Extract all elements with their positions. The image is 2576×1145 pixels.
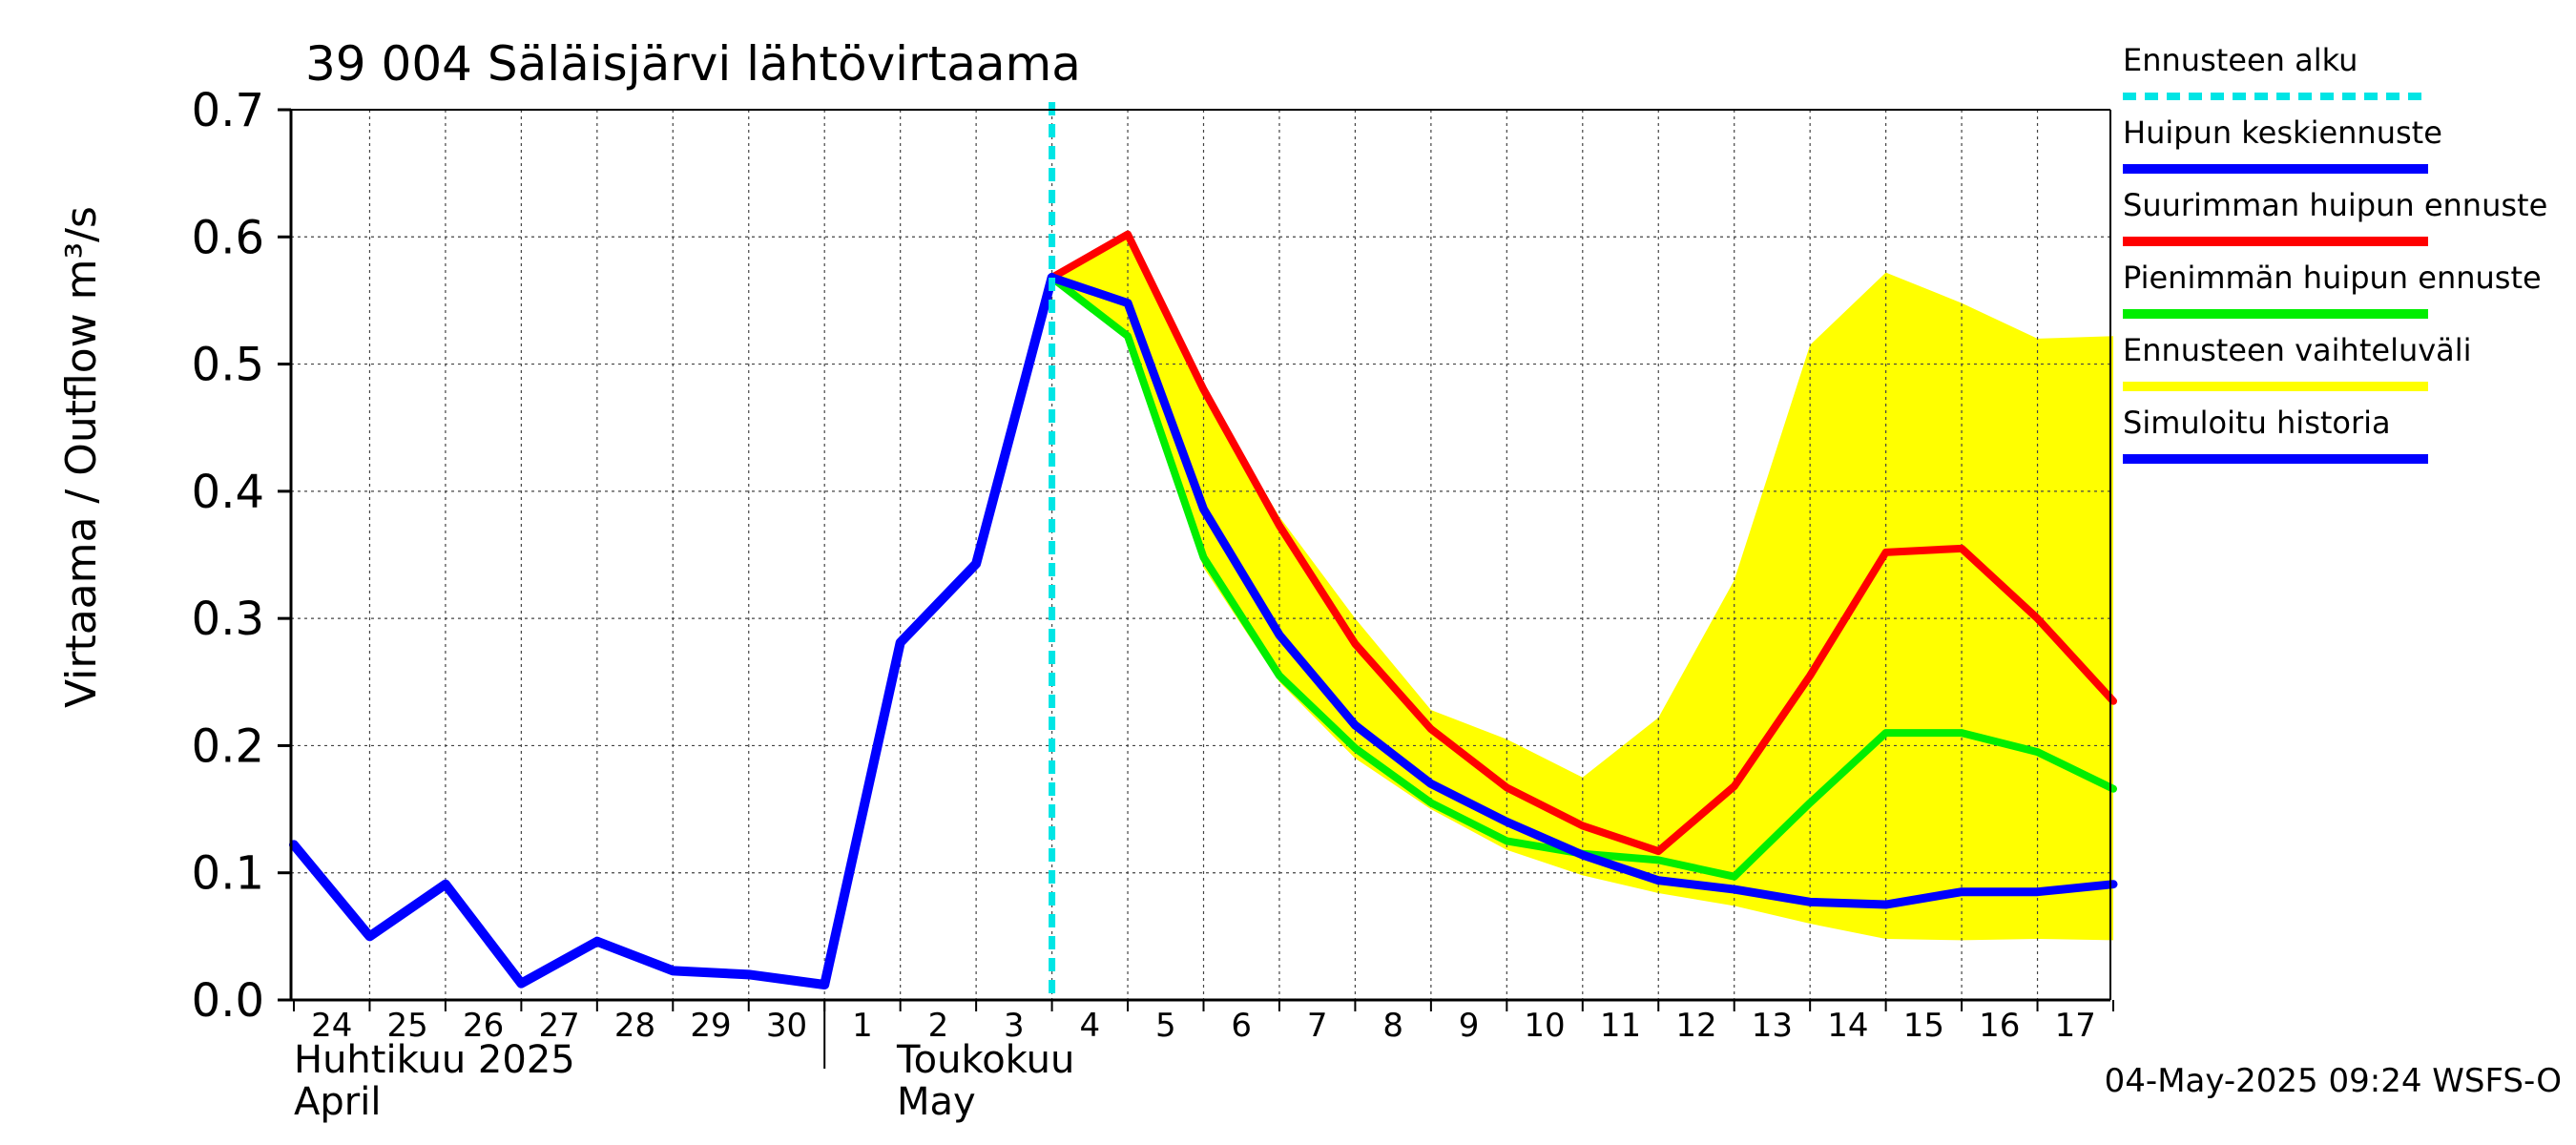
series-lines-layer bbox=[289, 102, 2118, 1000]
timestamp: 04-May-2025 09:24 WSFS-O bbox=[2105, 1062, 2562, 1100]
series-line-max-peak-forecast bbox=[1048, 230, 2117, 856]
x-tick-label: 16 bbox=[1979, 1007, 2020, 1045]
legend-label: Huipun keskiennuste bbox=[2123, 114, 2442, 151]
y-tick-label: 0.0 bbox=[192, 974, 264, 1028]
chart-title: 39 004 Säläisjärvi lähtövirtaama bbox=[305, 36, 1081, 92]
x-tick-label: 12 bbox=[1675, 1007, 1716, 1045]
forecast-range-band bbox=[1051, 234, 2113, 941]
month-label-may-fi: Toukokuu bbox=[896, 1038, 1074, 1082]
y-tick-label: 0.5 bbox=[192, 339, 264, 392]
y-tick-label: 0.4 bbox=[192, 466, 264, 519]
forecast-range-band-layer bbox=[1051, 234, 2113, 941]
x-tick-label: 7 bbox=[1307, 1007, 1328, 1045]
legend-label: Ennusteen alku bbox=[2123, 42, 2358, 78]
x-tick-label: 28 bbox=[614, 1007, 655, 1045]
x-tick-label: 6 bbox=[1231, 1007, 1252, 1045]
legend-label: Pienimmän huipun ennuste bbox=[2123, 260, 2542, 296]
x-tick-label: 26 bbox=[463, 1007, 504, 1045]
labels-layer: 0.00.10.20.30.40.50.60.724 25 26 27 28 29 30 1 2… bbox=[192, 84, 2096, 1045]
month-label-april-fi: Huhtikuu 2025 bbox=[294, 1038, 575, 1082]
legend-label: Ennusteen vaihteluväli bbox=[2123, 332, 2472, 368]
x-tick-label: 25 bbox=[387, 1007, 428, 1045]
x-tick-label: 1 bbox=[852, 1007, 873, 1045]
x-tick-label: 11 bbox=[1600, 1007, 1641, 1045]
y-tick-label: 0.7 bbox=[192, 84, 264, 137]
x-tick-label: 30 bbox=[766, 1007, 807, 1045]
x-tick-label: 29 bbox=[690, 1007, 731, 1045]
y-axis-label: Virtaama / Outflow m³/s bbox=[57, 206, 106, 708]
month-label-may-en: May bbox=[897, 1080, 976, 1124]
y-tick-label: 0.2 bbox=[192, 719, 264, 773]
x-tick-label: 3 bbox=[1004, 1007, 1025, 1045]
month-label-april-en: April bbox=[294, 1080, 381, 1124]
x-tick-label: 27 bbox=[538, 1007, 579, 1045]
legend: Ennusteen alku Huipun keskiennuste Suurimm… bbox=[2123, 42, 2547, 464]
y-tick-label: 0.3 bbox=[192, 593, 264, 646]
series-line-simulated-history bbox=[289, 272, 1057, 990]
x-tick-label: 24 bbox=[311, 1007, 352, 1045]
legend-label: Simuloitu historia bbox=[2123, 405, 2391, 441]
x-tick-label: 15 bbox=[1903, 1007, 1944, 1045]
y-tick-label: 0.6 bbox=[192, 211, 264, 264]
x-tick-label: 14 bbox=[1827, 1007, 1868, 1045]
y-tick-label: 0.1 bbox=[192, 847, 264, 901]
series-line-mean-peak-forecast bbox=[1048, 273, 2118, 909]
axes-layer bbox=[278, 108, 2114, 1069]
legend-label: Suurimman huipun ennuste bbox=[2123, 187, 2547, 223]
x-tick-label: 17 bbox=[2055, 1007, 2096, 1045]
x-tick-label: 2 bbox=[928, 1007, 949, 1045]
x-tick-label: 8 bbox=[1382, 1007, 1403, 1045]
x-tick-label: 5 bbox=[1155, 1007, 1176, 1045]
x-tick-label: 13 bbox=[1752, 1007, 1793, 1045]
x-tick-label: 9 bbox=[1459, 1007, 1480, 1045]
x-tick-label: 10 bbox=[1524, 1007, 1565, 1045]
x-tick-label: 4 bbox=[1079, 1007, 1100, 1045]
